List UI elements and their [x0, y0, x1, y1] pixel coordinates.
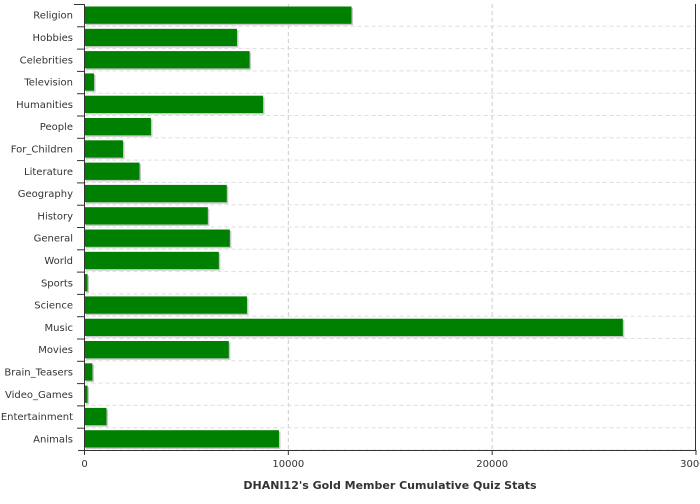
category-label: Brain_Teasers: [4, 367, 73, 378]
bar-video_games: [84, 385, 88, 403]
bar-history: [84, 207, 208, 225]
bar-hobbies: [84, 28, 237, 47]
bar-music: [84, 318, 623, 336]
category-label: Science: [34, 301, 73, 312]
category-label: Hobbies: [33, 33, 73, 44]
bar-sports: [84, 274, 88, 292]
x-tick-label: 30000: [680, 459, 700, 470]
category-label: Celebrities: [20, 55, 73, 66]
bar-entertainment: [84, 407, 107, 426]
category-label: World: [44, 256, 73, 267]
category-label: People: [40, 122, 73, 133]
bar-people: [84, 118, 151, 136]
category-label: Geography: [18, 189, 73, 200]
category-label: General: [34, 234, 73, 245]
bar-humanities: [84, 95, 264, 113]
category-label: History: [37, 211, 73, 222]
bar-literature: [84, 162, 140, 180]
category-label: Animals: [33, 434, 73, 445]
x-axis-label: DHANI12's Gold Member Cumulative Quiz St…: [243, 479, 537, 492]
x-tick-label: 0: [81, 459, 87, 470]
x-tick-label: 10000: [272, 459, 304, 470]
bar-religion: [84, 6, 352, 24]
category-label: Sports: [41, 278, 73, 289]
category-label: Humanities: [16, 100, 73, 111]
bar-for_children: [84, 140, 124, 158]
grid-lines: [77, 4, 696, 451]
bar-brain_teasers: [84, 363, 93, 381]
bar-geography: [84, 184, 227, 203]
bar-science: [84, 296, 247, 314]
category-label: Video_Games: [5, 390, 73, 401]
category-label: Religion: [33, 11, 73, 22]
category-label: Movies: [38, 345, 73, 356]
bar-television: [84, 73, 95, 91]
bar-movies: [84, 341, 229, 359]
bar-general: [84, 229, 230, 247]
bar-celebrities: [84, 51, 250, 69]
x-tick-label: 20000: [476, 459, 508, 470]
category-label: Entertainment: [1, 412, 73, 423]
category-label: Music: [45, 323, 73, 334]
category-label: Literature: [24, 167, 73, 178]
x-tick-labels: 0 10000 20000 30000: [81, 450, 700, 470]
bar-animals: [84, 430, 279, 448]
category-label: For_Children: [11, 144, 73, 155]
bar-world: [84, 251, 219, 270]
category-label: Television: [23, 78, 73, 89]
category-labels: Religion Hobbies Celebrities Television Huma…: [1, 11, 73, 446]
bars: [84, 6, 625, 449]
